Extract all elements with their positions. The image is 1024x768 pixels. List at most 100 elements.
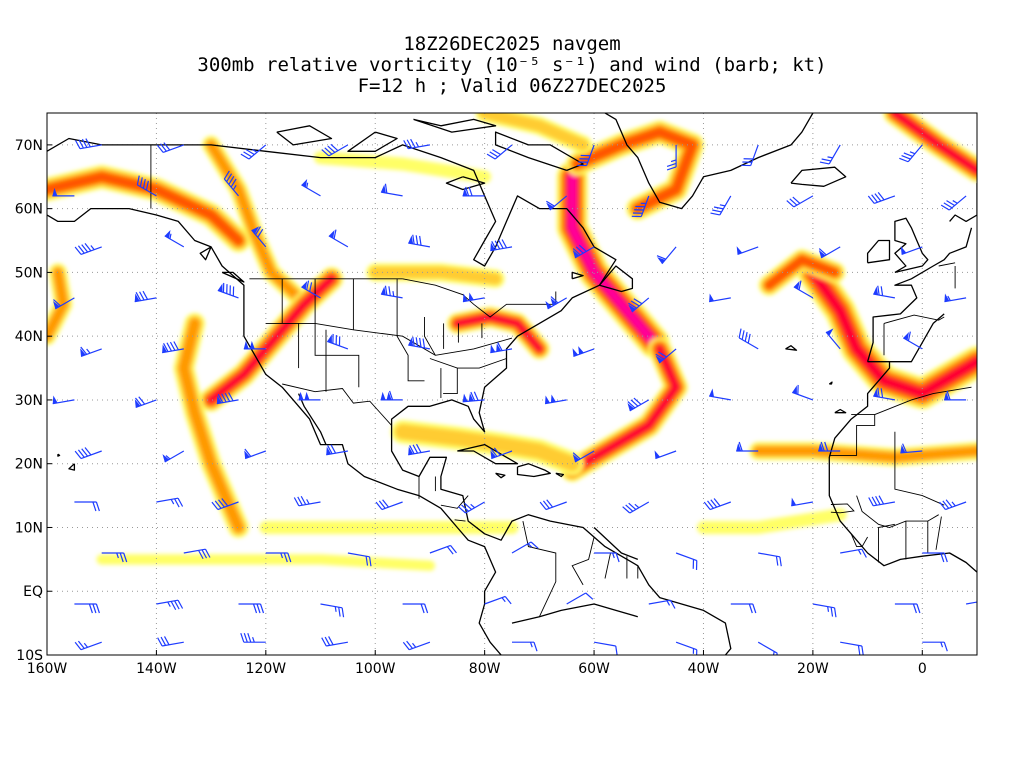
barb-full-flag [77,245,85,254]
barb-shaft [738,337,759,350]
barb-full-flag [493,447,501,456]
wind-barb [429,544,457,555]
barb-pennant [944,293,950,302]
coastline [828,361,977,573]
barb-full-flag [240,153,250,160]
barb-shaft [793,286,814,299]
barb-pennant [468,393,474,402]
coastline [866,227,973,362]
barb-pennant [328,229,335,239]
lat-tick-label: 10N [15,520,43,536]
vorticity-band [390,420,584,476]
wind-barb [572,450,595,463]
wind-barb [627,397,650,412]
wind-barb [484,595,512,605]
barb-full-flag [221,393,227,403]
wind-barb [786,195,814,208]
barb-full-flag [333,229,337,240]
barb-full-flag [628,502,637,510]
political-border [429,358,507,369]
barb-shaft [675,552,697,562]
barb-full-flag [857,645,861,655]
barb-full-flag [468,186,473,197]
barb-pennant [792,385,797,395]
wind-barb [156,142,185,153]
barb-full-flag [338,336,341,346]
barb-full-flag [134,397,142,406]
barb-shaft [901,246,923,255]
barb-pennant [462,293,468,302]
barb-shaft [757,641,778,654]
barb-full-flag [160,143,167,152]
barb-shaft [948,195,967,211]
barb-full-flag [747,333,751,344]
barb-half-flag [612,552,615,559]
barb-full-flag [786,200,795,208]
barb-full-flag [422,338,426,349]
wind-barb [544,394,567,405]
barb-pennant [900,444,906,453]
wind-barb [162,450,185,463]
vorticity-band [797,256,977,410]
barb-full-flag [575,246,584,254]
barb-full-flag [988,600,993,609]
barb-full-flag [627,401,636,409]
barb-shaft [675,641,697,651]
barb-full-flag [539,501,547,510]
barb-full-flag [166,342,173,352]
barb-shaft [164,235,185,248]
vorticity-band [560,337,688,482]
barb-half-flag [167,601,171,607]
barb-pennant [628,304,636,313]
wind-barb [240,144,267,160]
wind-barb [757,641,778,655]
barb-full-flag [255,226,261,235]
barb-half-flag [116,552,119,559]
barb-full-flag [625,504,634,512]
barb-full-flag [375,501,383,510]
wind-barb [818,441,841,452]
barb-full-flag [412,234,415,245]
coastline [949,183,977,223]
wind-barb [490,447,513,460]
barb-full-flag [861,645,864,655]
wind-barb [593,641,618,655]
barb-full-flag [658,351,667,358]
barb-full-flag [221,498,229,507]
political-border [396,278,425,382]
wind-barb [240,633,266,643]
barb-full-flag [160,636,167,646]
political-border [314,278,360,388]
title-line-valid: F=12 h ; Valid 06Z27DEC2025 [357,75,667,97]
vorticity-contour [178,318,244,533]
barb-pennant [818,443,824,451]
wind-barb [758,552,782,567]
barb-shaft [248,144,267,160]
barb-pennant [490,450,497,459]
barb-full-flag [81,138,88,148]
barb-full-flag [877,285,880,296]
barb-full-flag [415,443,422,453]
barb-full-flag [622,506,631,514]
barb-shaft [156,497,179,503]
barb-full-flag [327,145,336,153]
wind-barb [216,392,239,405]
barb-full-flag [283,552,288,563]
barb-pennant [490,344,496,353]
coastline [867,313,945,363]
barb-shaft [544,399,567,405]
barb-full-flag [470,391,476,402]
barb-full-flag [939,501,946,510]
barb-pennant [627,402,635,411]
political-border [938,262,956,267]
barb-full-flag [245,149,255,156]
barb-full-flag [899,157,909,163]
wind-barb [741,144,759,167]
barb-full-flag [615,645,618,655]
coastline [457,443,519,465]
vorticity-band [366,263,505,288]
barb-full-flag [327,445,333,455]
title-line-run: 18Z26DEC2025 navgem [403,33,621,55]
barb-shaft [793,195,814,208]
barb-shaft [661,246,677,265]
